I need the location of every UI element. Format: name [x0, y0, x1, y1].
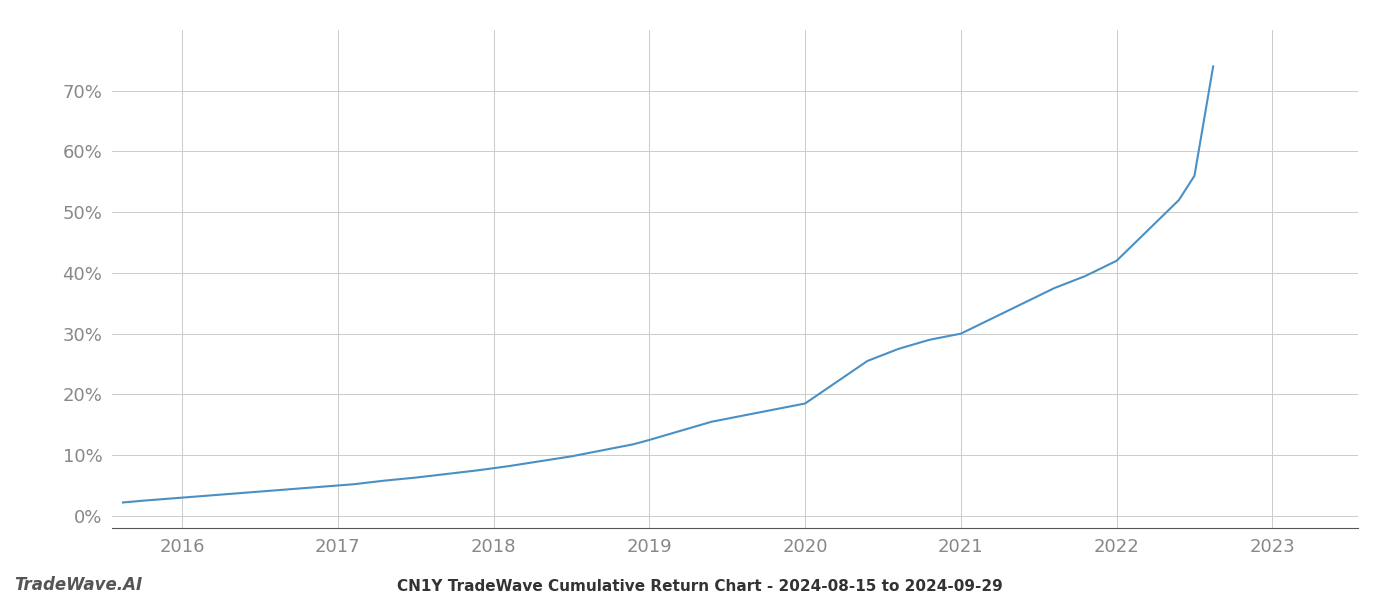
Text: TradeWave.AI: TradeWave.AI	[14, 576, 143, 594]
Text: CN1Y TradeWave Cumulative Return Chart - 2024-08-15 to 2024-09-29: CN1Y TradeWave Cumulative Return Chart -…	[398, 579, 1002, 594]
